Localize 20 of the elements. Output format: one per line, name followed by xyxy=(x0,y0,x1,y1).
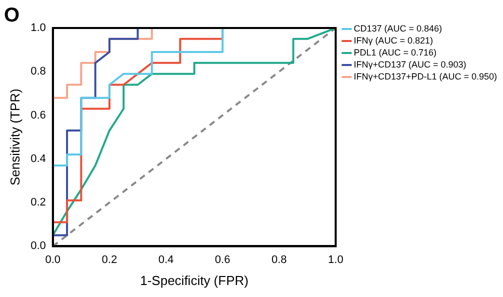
x-tick-label: 0.6 xyxy=(214,254,230,266)
y-tick-label: 1.0 xyxy=(30,22,46,34)
y-tick-label: 0.0 xyxy=(30,240,46,252)
legend-label: IFNγ+CD137+PD-L1 (AUC = 0.950) xyxy=(354,71,498,82)
legend-label: PDL1 (AUC = 0.716) xyxy=(354,47,436,58)
y-axis-title: Sensitivity (TPR) xyxy=(7,88,22,186)
chart-title: O xyxy=(4,4,20,27)
x-tick-label: 0.2 xyxy=(102,254,118,266)
legend-label: IFNγ+CD137 (AUC = 0.903) xyxy=(354,59,466,70)
y-tick-label: 0.8 xyxy=(30,66,46,78)
x-tick-label: 0.8 xyxy=(271,254,287,266)
legend-label: CD137 (AUC = 0.846) xyxy=(354,23,442,34)
x-tick-label: 0.0 xyxy=(45,254,61,266)
x-tick-label: 0.4 xyxy=(158,254,174,266)
y-tick-label: 0.6 xyxy=(30,109,46,122)
y-tick-label: 0.2 xyxy=(30,196,46,209)
legend-label: IFNγ (AUC = 0.821) xyxy=(354,35,433,46)
x-tick-label: 1.0 xyxy=(328,254,344,266)
y-tick-label: 0.4 xyxy=(30,152,46,165)
x-axis-title: 1-Specificity (FPR) xyxy=(140,272,248,288)
